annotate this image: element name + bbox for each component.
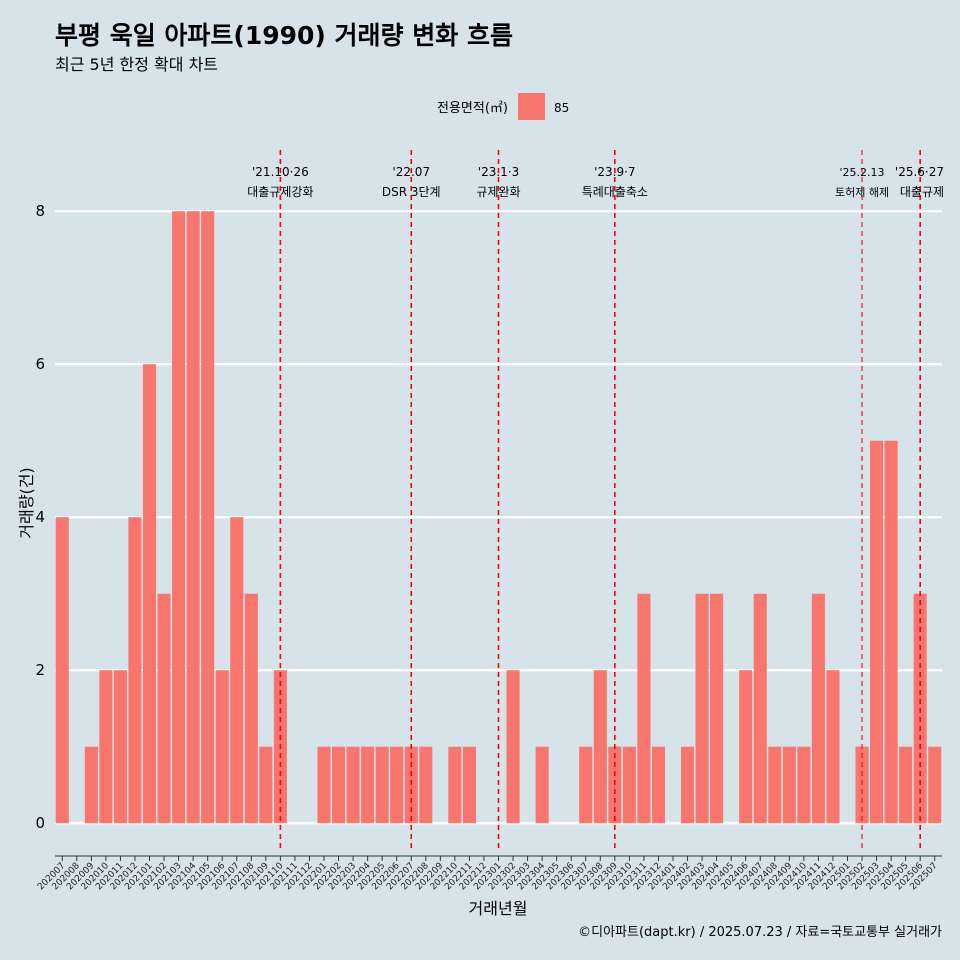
bar [84,746,98,824]
event-date: '23.9·7 [594,165,635,179]
legend-label: 85 [554,101,569,115]
bar [186,211,200,824]
bar [782,746,796,824]
bar [462,746,476,824]
bar [201,211,215,824]
y-tick-label: 2 [35,661,45,679]
caption: ©디아파트(dapt.kr) / 2025.07.23 / 자료=국토교통부 실… [578,925,942,940]
bar [811,593,825,824]
bar [870,440,884,824]
bar [680,746,695,824]
bar [535,746,549,824]
bar [244,593,258,824]
legend-key [518,93,545,120]
event-label: 대출규제 [900,185,944,199]
bar [753,593,767,824]
bar [899,746,913,824]
bar [332,746,346,824]
bar [651,746,665,824]
y-tick-label: 0 [35,814,45,832]
chart-subtitle: 최근 5년 한정 확대 차트 [55,55,218,74]
y-tick-label: 8 [35,202,45,220]
legend: 전용면적(㎡) 85 [437,93,569,120]
bar [739,670,753,824]
y-axis: 0 2 4 6 8 [35,202,45,832]
event-date: '23.1·3 [478,165,519,179]
bar [346,746,360,824]
bar [826,670,840,824]
bar [142,364,157,824]
bar [361,746,375,824]
bar [172,211,186,824]
y-axis-title: 거래량(건) [17,467,36,538]
bar [884,440,898,824]
event-lines: '21.10·26 대출규제강화 '22.07 DSR 3단계 '23.1·3 규제완화 '… [247,150,944,850]
bar [710,593,724,824]
bar [55,517,69,824]
bar [637,593,651,824]
bar [215,670,229,824]
x-axis: 2020072020082020092020102020112020122021… [36,855,942,892]
bar [113,670,127,824]
event-label: DSR 3단계 [382,185,441,199]
bar [768,746,782,824]
bar [230,517,244,824]
bar [375,746,389,824]
bar [317,746,331,824]
chart-title: 부평 욱일 아파트(1990) 거래량 변화 흐름 [55,21,513,50]
bar [579,746,593,824]
bar [593,670,607,824]
legend-title: 전용면적(㎡) [437,101,508,116]
bar [506,670,520,824]
y-tick-label: 4 [35,508,45,526]
x-axis-title: 거래년월 [469,899,528,918]
bar [622,746,636,824]
event-label: 특례대출축소 [582,185,648,199]
bar [157,593,171,824]
bar [695,593,709,824]
event-label: 규제완화 [476,185,520,199]
event-label: 대출규제강화 [247,185,313,199]
bar [419,746,433,824]
bar [128,517,142,824]
event-label: 토허제 해제 [835,185,889,199]
event-date: '25.6·27 [895,165,944,179]
bar [928,746,942,824]
bar [448,746,462,824]
bar [99,670,113,824]
event-date: '22.07 [392,165,430,179]
y-tick-label: 6 [35,355,45,373]
event-date: '25.2.13 [840,166,885,179]
bar [390,746,404,824]
bar [259,746,273,824]
bar [797,746,811,824]
event-date: '21.10·26 [252,165,309,179]
